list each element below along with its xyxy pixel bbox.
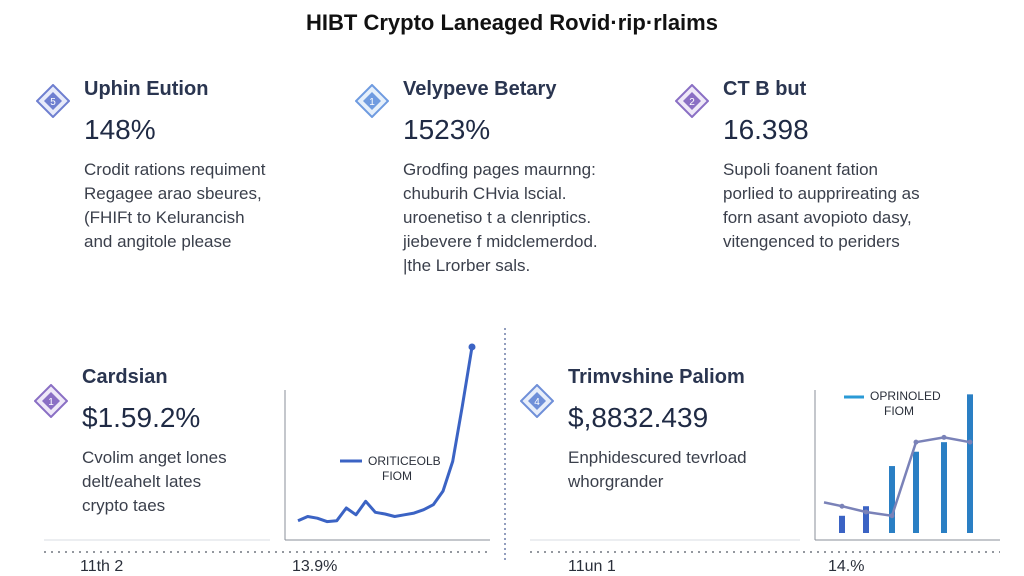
card-heading: Trimvshine Paliom xyxy=(568,366,745,388)
line-end-marker xyxy=(468,343,476,351)
diamond-icon: 5 xyxy=(36,84,70,118)
bar xyxy=(967,394,973,533)
axis-label-right-b: 14.% xyxy=(828,558,865,575)
card-value: $,8832.439 xyxy=(568,402,709,433)
legend-label-1: ORITICEOLB xyxy=(368,454,441,468)
diamond-icon: 1 xyxy=(34,384,68,418)
card-value: 148% xyxy=(84,114,156,145)
card-description: Enphidescured tevrload whorgrander xyxy=(568,448,747,491)
diamond-icon: 1 xyxy=(355,84,389,118)
card-value: 1523% xyxy=(403,114,491,145)
card-description: Crodit rations requiment Regagee arao sb… xyxy=(84,160,266,251)
card-value: $1.59.2% xyxy=(82,402,201,433)
card-heading: Uphin Eution xyxy=(84,78,209,100)
bar xyxy=(863,506,869,533)
bar xyxy=(913,451,919,533)
line-series xyxy=(297,346,474,524)
legend-label-1: OPRINOLED xyxy=(870,389,941,403)
card-value: 16.398 xyxy=(723,114,809,145)
card-description: Grodfing pages maurnng: chuburih CHvia l… xyxy=(403,160,598,275)
card-description: Cvolim anget lones delt/eahelt lates cry… xyxy=(82,448,227,515)
bar-chart: OPRINOLED FIOM xyxy=(823,389,973,533)
bar-overlay-line xyxy=(823,436,971,518)
stat-card-1: 5 Uphin Eution 148% Crodit rations requi… xyxy=(36,78,296,258)
bar xyxy=(941,442,947,533)
legend-label-2: FIOM xyxy=(382,469,412,483)
svg-text:5: 5 xyxy=(50,97,56,108)
page-title: HIBT Crypto Laneaged Rovid·rip·rlaims xyxy=(306,10,718,35)
card-heading: Velypeve Betary xyxy=(403,78,557,100)
legend-label-2: FIOM xyxy=(884,404,914,418)
svg-text:1: 1 xyxy=(48,397,54,408)
stat-card-2: 1 Velypeve Betary 1523% Grodfing pages m… xyxy=(355,78,625,278)
svg-text:2: 2 xyxy=(689,97,695,108)
bar xyxy=(889,466,895,533)
card-heading: CT B but xyxy=(723,78,807,100)
axis-label-left-a: 11th 2 xyxy=(80,558,124,575)
svg-text:4: 4 xyxy=(534,397,540,408)
stat-card-3: 2 CT B but 16.398 Supoli foanent fation … xyxy=(675,78,975,258)
axis-label-right-a: 11un 1 xyxy=(568,558,616,575)
diamond-icon: 2 xyxy=(675,84,709,118)
line-chart: ORITICEOLB FIOM xyxy=(297,343,476,524)
bar xyxy=(839,515,845,533)
stat-card-4: 1 Cardsian $1.59.2% Cvolim anget lones d… xyxy=(34,366,274,526)
svg-text:1: 1 xyxy=(369,97,375,108)
stat-card-5: 4 Trimvshine Paliom $,8832.439 Enphidesc… xyxy=(520,366,780,506)
axis-label-left-b: 13.9% xyxy=(292,558,338,575)
diamond-icon: 4 xyxy=(520,384,554,418)
card-heading: Cardsian xyxy=(82,366,168,388)
card-description: Supoli foanent fation porlied to aupprir… xyxy=(723,160,920,251)
